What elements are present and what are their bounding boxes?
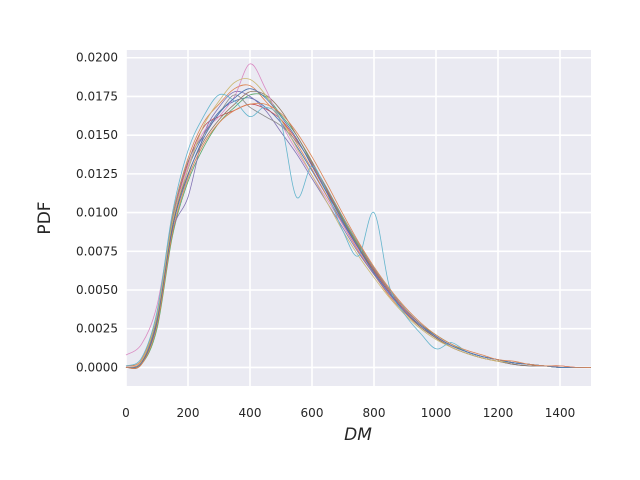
y-tick-label: 0.0075: [76, 244, 118, 258]
x-tick-label: 1200: [483, 406, 514, 420]
density-curve-6: [125, 90, 591, 369]
x-axis-label: DM: [344, 425, 372, 445]
y-tick-label: 0.0000: [76, 360, 118, 374]
plot-background: [126, 50, 591, 386]
x-tick-label: 200: [177, 406, 200, 420]
x-tick-label: 800: [363, 406, 386, 420]
y-axis-label: PDF: [35, 201, 55, 234]
y-tick-label: 0.0100: [76, 206, 118, 220]
y-tick-label: 0.0125: [76, 167, 118, 181]
y-tick-label: 0.0050: [76, 283, 118, 297]
y-tick-labels: 0.0000 0.0025 0.0050 0.0075 0.0100 0.0125 0.01…: [76, 51, 118, 375]
y-tick-label: 0.0200: [76, 51, 118, 65]
density-curves: [125, 63, 592, 369]
x-tick-labels: 0 200 400 600 800 1000 1200 1400: [122, 406, 575, 420]
x-tick-label: 1000: [421, 406, 452, 420]
x-tick-label: 400: [239, 406, 262, 420]
x-tick-label: 1400: [545, 406, 576, 420]
y-tick-label: 0.0150: [76, 128, 118, 142]
density-curve-12: [125, 102, 592, 369]
grid-lines: [125, 50, 591, 386]
x-tick-label: 0: [122, 406, 130, 420]
x-tick-label: 600: [301, 406, 324, 420]
y-tick-label: 0.0175: [76, 89, 118, 103]
density-curve-11: [125, 88, 591, 369]
y-tick-label: 0.0025: [76, 322, 118, 336]
